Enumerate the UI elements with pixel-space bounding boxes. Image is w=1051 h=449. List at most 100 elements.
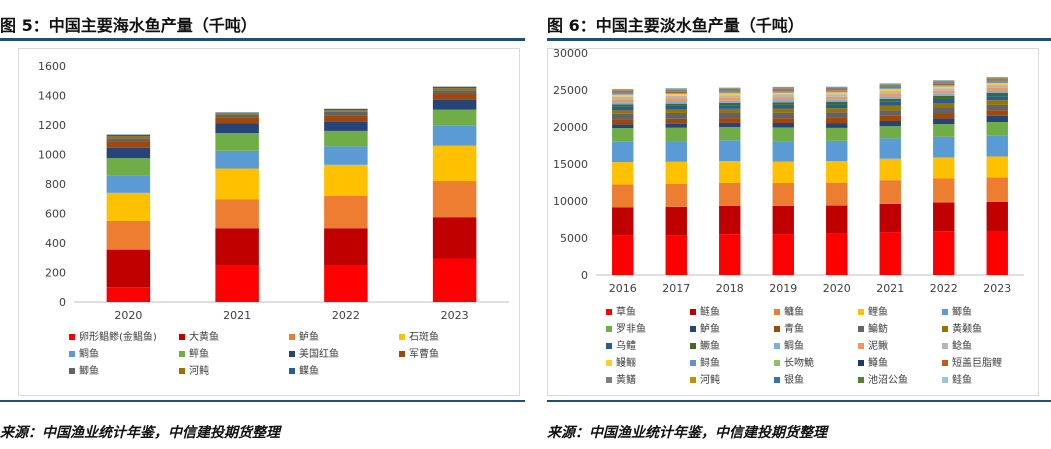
bar-segment [772,141,794,162]
bar-segment [215,112,259,114]
legend-label: 黄鳝 [616,373,636,386]
y-tick-label: 0 [59,296,66,309]
legend-swatch [179,334,185,340]
bar-segment [826,92,848,95]
bar-segment [879,126,901,139]
bar-segment [719,122,741,127]
bar-segment [826,182,848,206]
bar-segment [719,140,741,162]
bar-segment [432,90,477,95]
source-note: 来源：中国渔业统计年鉴，中信建投期货整理 [547,425,827,441]
legend-swatch [858,377,864,383]
bar-segment [826,94,848,97]
legend-swatch [606,377,612,383]
x-tick-label: 2023 [983,282,1011,295]
bar-segment [986,156,1008,178]
bar-segment [432,88,477,91]
bar-segment [106,141,151,148]
bar-segment [772,94,794,98]
bar-segment [826,161,848,183]
bar-segment [612,124,634,129]
legend-label: 鲢鱼 [700,305,720,318]
legend-label: 鲷鱼 [79,347,99,360]
bar-segment [665,206,687,236]
bar-segment [986,135,1008,157]
bar-segment [665,95,687,99]
legend-swatch [774,377,780,383]
bar-segment [879,84,901,87]
bar-segment [933,83,955,85]
x-tick-label: 2018 [716,282,744,295]
bar-segment [719,118,741,123]
bar-segment [986,90,1008,93]
bar-segment [215,228,259,266]
legend-label: 乌鳢 [616,339,636,352]
bar-segment [612,119,634,125]
bar-segment [612,162,634,185]
panel-freshwater-fish: 图 6：中国主要淡水鱼产量（千吨） 0 5000 10000 15000 20000 25… [547,0,1051,449]
bar-segment [879,180,901,204]
bar-segment [612,102,634,105]
bar-segment [324,111,368,116]
y-tick-label: 10000 [553,195,588,208]
legend-swatch [942,326,948,332]
bar-segment [215,117,259,124]
legend-swatch [858,309,864,315]
legend-label: 鲽鱼 [299,364,319,377]
bar-segment [879,121,901,127]
bar-segment [612,113,634,120]
bar-segment [665,98,687,102]
bar-segment [719,234,741,275]
legend-label: 池沼公鱼 [868,373,908,386]
bar-segment [324,130,368,147]
bar-segment [665,105,687,110]
bar-segment [106,175,151,193]
bar-segment [879,86,901,88]
legend-label: 美国红鱼 [299,347,339,360]
bar-segment [324,110,368,112]
legend-label: 泥鳅 [868,339,888,352]
legend-label: 鲟鱼 [700,356,720,369]
bar-segment [933,118,955,125]
bar-segment [106,158,151,176]
bar-segment [826,233,848,275]
bar-segment [719,100,741,103]
bar-segment [324,228,368,266]
bar-segment [826,205,848,234]
bar-segment [215,168,259,200]
bar-segment [665,91,687,93]
bar-segment [933,124,955,137]
legend-label: 银鱼 [784,373,804,386]
bar-segment [826,140,848,162]
bar-segment [106,287,151,302]
bar-segment [665,141,687,162]
x-tick-label: 2022 [332,309,360,322]
y-tick-label: 1200 [38,119,66,132]
bar-segment [612,110,634,114]
bar-segment [879,203,901,233]
bar-segment [665,94,687,96]
bar-segment [772,123,794,128]
x-tick-label: 2022 [930,282,958,295]
bar-segment [879,88,901,90]
bar-segment [772,91,794,93]
bar-segment [933,90,955,94]
bar-segment [215,265,259,302]
x-tick-label: 2021 [223,309,251,322]
bar-segment [826,112,848,118]
bar-segment [432,181,477,218]
legend-label: 鳙鱼 [784,305,804,318]
bar-segment [324,164,368,196]
legend-swatch [606,326,612,332]
x-tick-label: 2016 [609,282,637,295]
bar-segment [719,88,741,92]
bar-segment [719,127,741,141]
bar-segment [826,127,848,141]
bar-segment [826,87,848,91]
bar-segment [986,78,1008,81]
legend-swatch [179,351,185,357]
legend-label: 石斑鱼 [409,330,439,343]
bar-segment [106,192,151,221]
legend-swatch [289,334,295,340]
legend-label: 鲫鱼 [952,305,972,318]
